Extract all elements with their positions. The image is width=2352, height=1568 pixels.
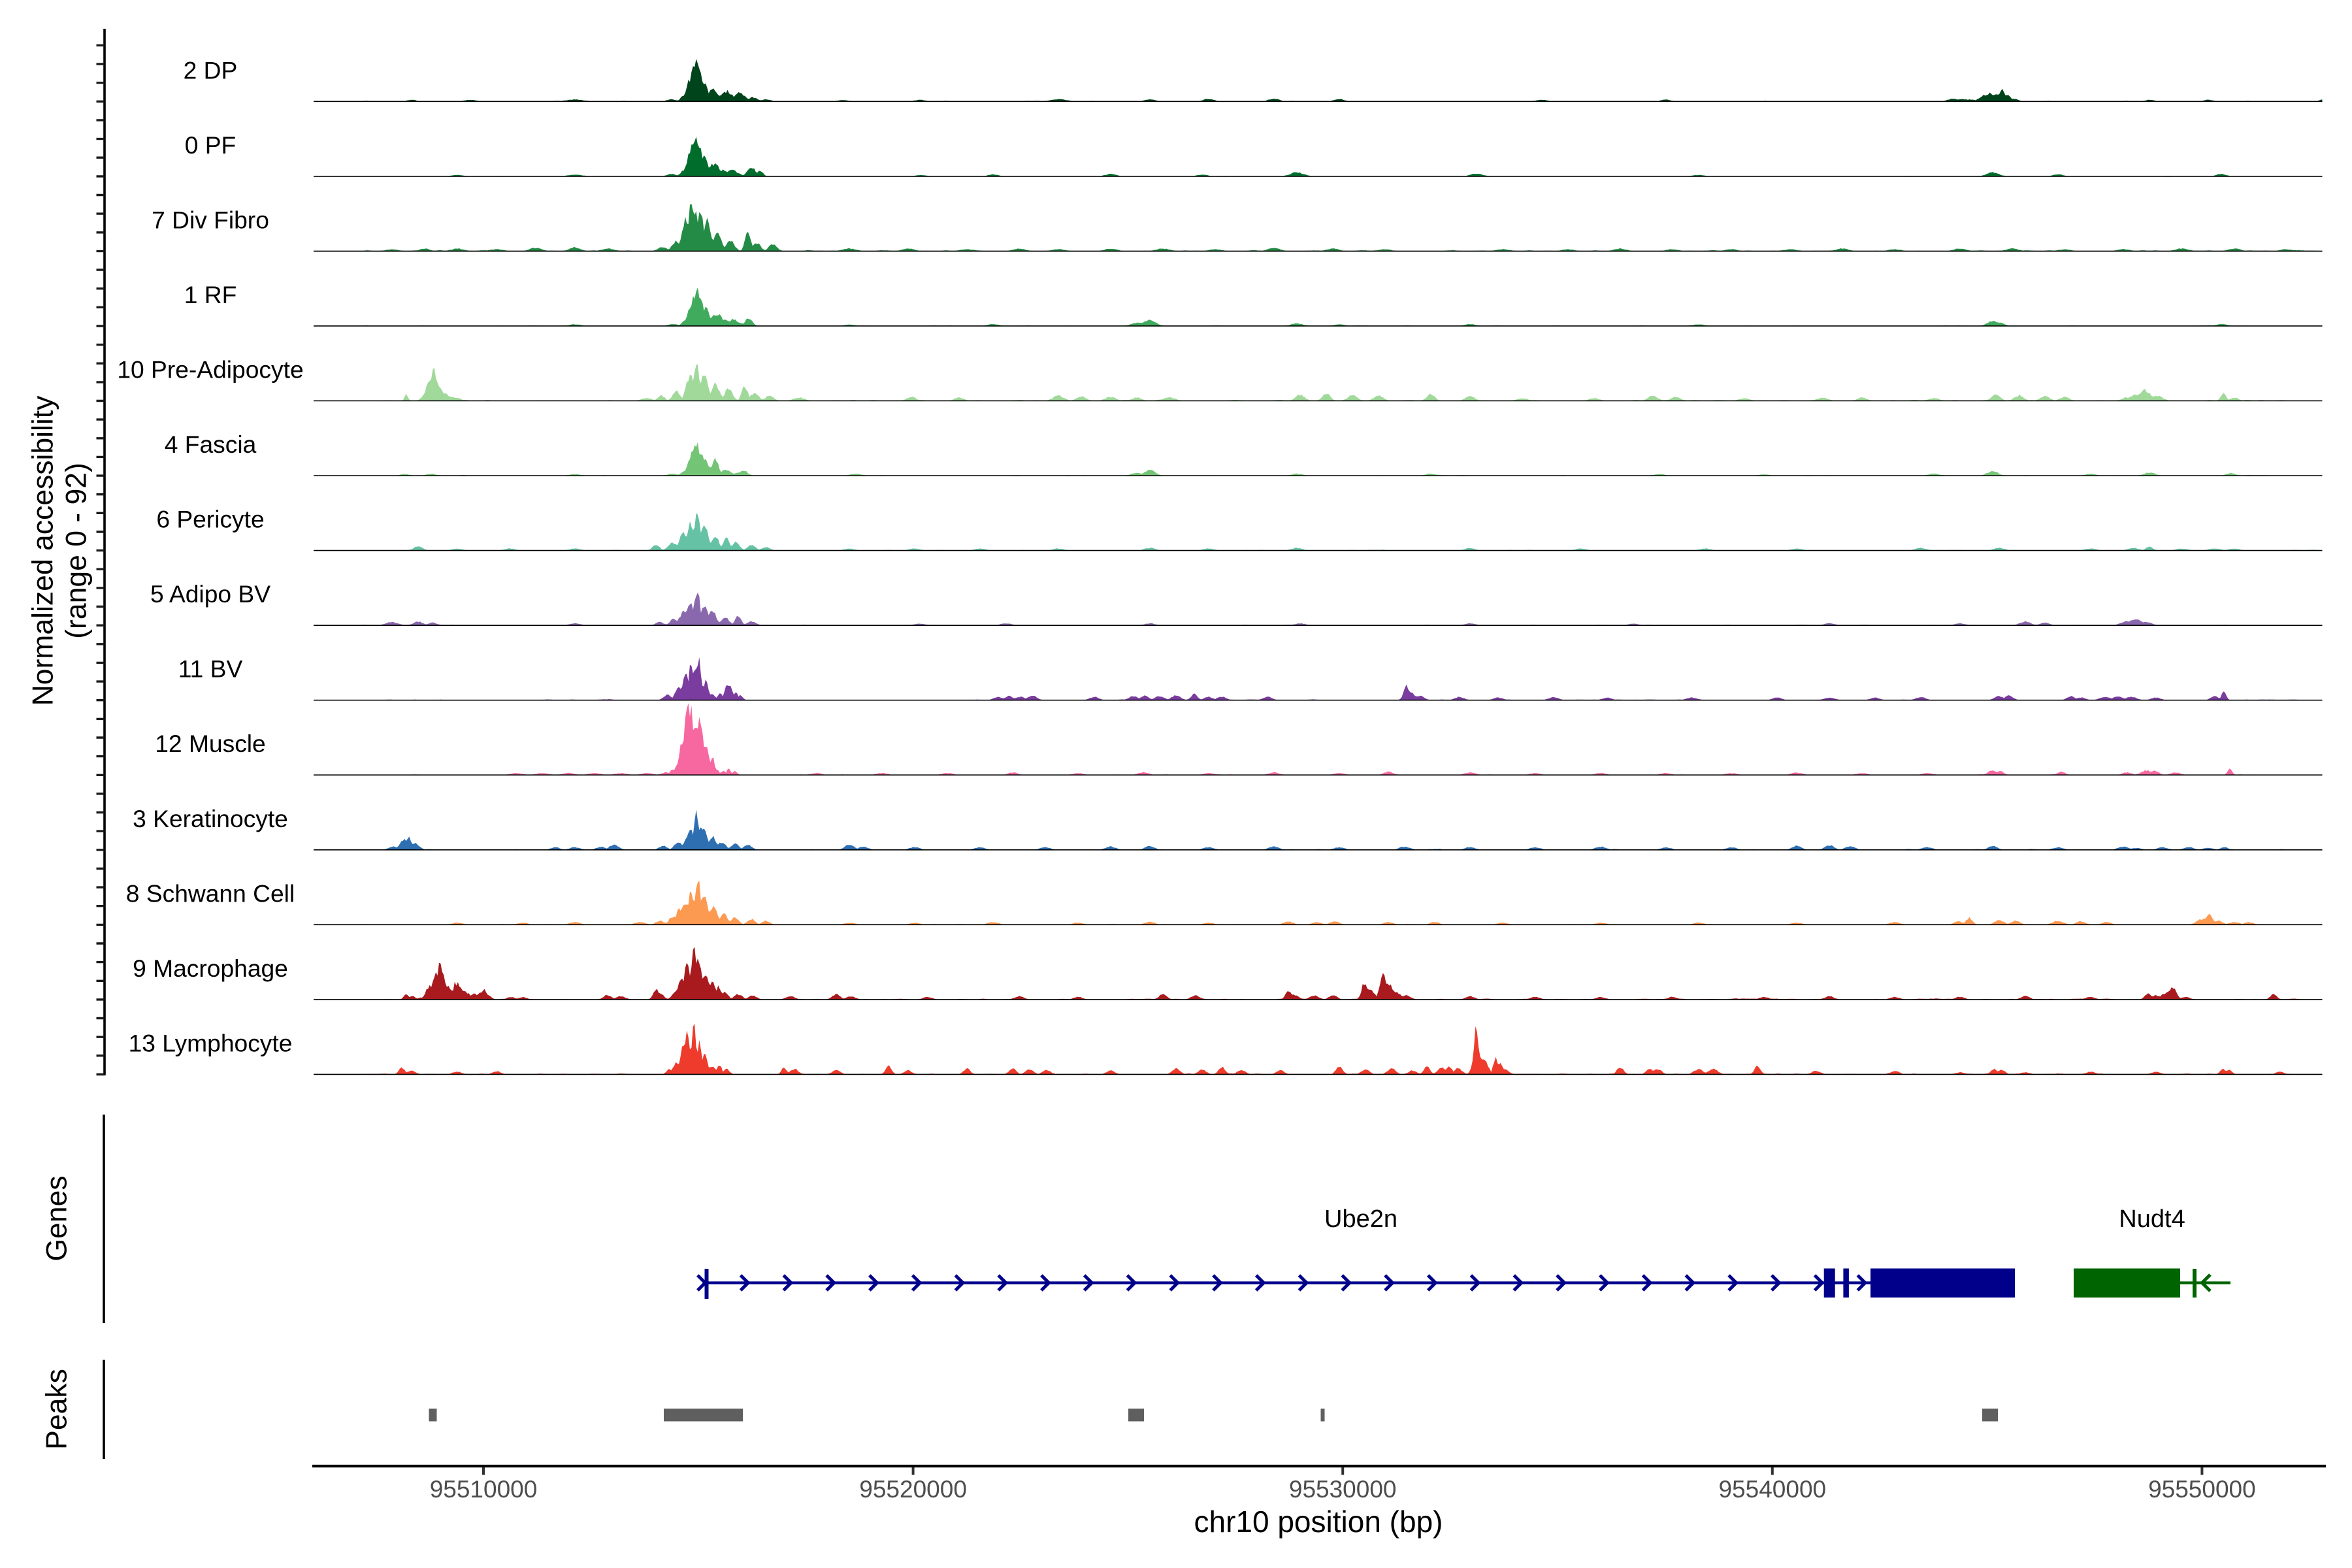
svg-text:Normalized accessibility: Normalized accessibility [27,395,59,706]
svg-text:0 PF: 0 PF [185,131,237,159]
svg-text:3 Keratinocyte: 3 Keratinocyte [133,805,288,832]
svg-text:6 Pericyte: 6 Pericyte [156,506,264,533]
svg-text:95520000: 95520000 [859,1476,967,1503]
svg-text:1 RF: 1 RF [184,281,237,308]
svg-text:10 Pre-Adipocyte: 10 Pre-Adipocyte [117,356,303,384]
svg-text:4 Fascia: 4 Fascia [165,431,257,458]
svg-text:13 Lymphocyte: 13 Lymphocyte [129,1029,293,1056]
svg-text:(range 0 - 92): (range 0 - 92) [61,463,93,639]
svg-text:95510000: 95510000 [430,1476,538,1503]
svg-text:95540000: 95540000 [1718,1476,1826,1503]
svg-text:Nudt4: Nudt4 [2119,1205,2185,1233]
svg-text:95550000: 95550000 [2148,1476,2256,1503]
svg-text:2 DP: 2 DP [184,56,238,84]
svg-text:Peaks: Peaks [41,1369,73,1450]
svg-text:Genes: Genes [41,1175,73,1261]
svg-text:5 Adipo BV: 5 Adipo BV [150,580,270,608]
svg-text:8 Schwann Cell: 8 Schwann Cell [126,879,295,907]
svg-text:Ube2n: Ube2n [1324,1205,1397,1233]
svg-text:95530000: 95530000 [1289,1476,1397,1503]
svg-text:7 Div Fibro: 7 Div Fibro [152,206,269,233]
svg-text:11 BV: 11 BV [178,655,243,683]
svg-text:9 Macrophage: 9 Macrophage [133,955,288,982]
svg-text:chr10 position (bp): chr10 position (bp) [1194,1505,1443,1539]
svg-text:12 Muscle: 12 Muscle [155,730,266,757]
